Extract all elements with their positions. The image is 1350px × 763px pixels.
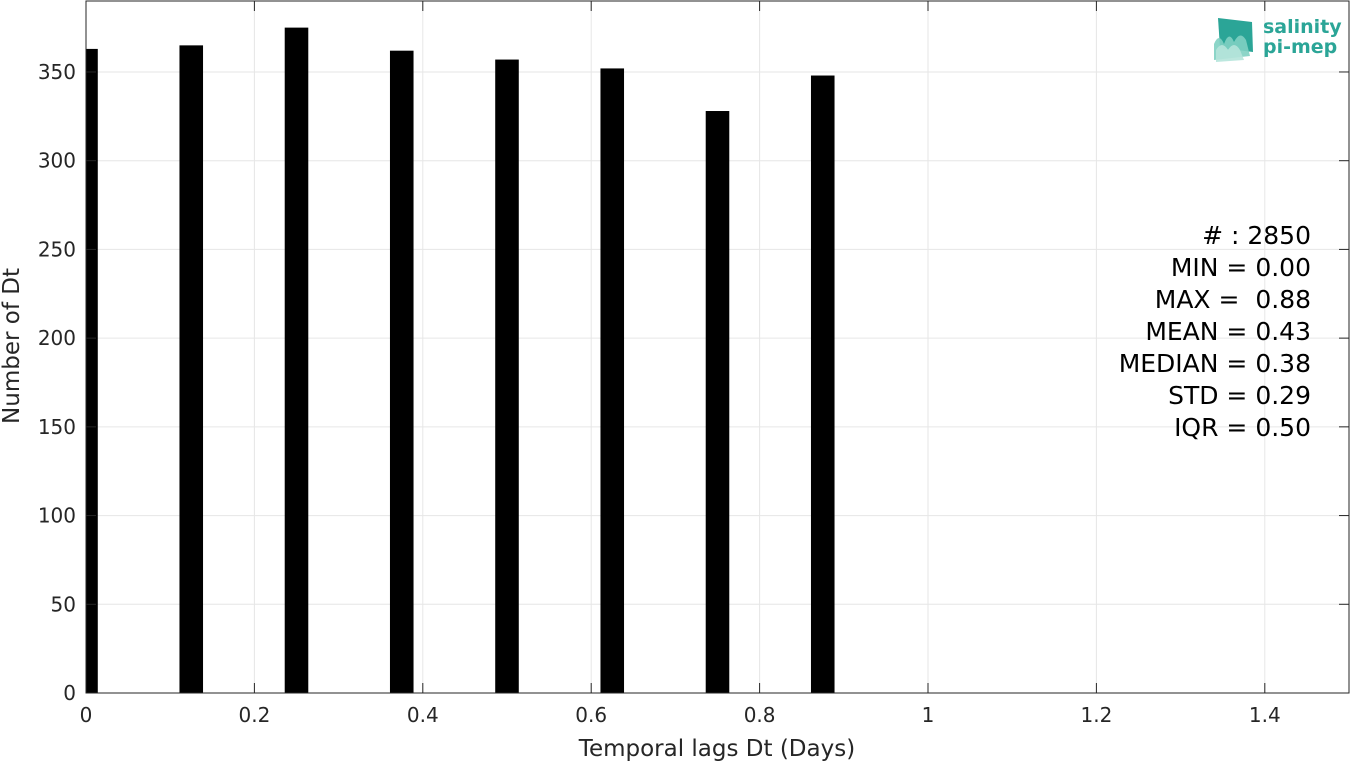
- y-tick-labels: 0 50 100 150 200 250 300 350: [38, 60, 76, 705]
- x-tick-label: 0.6: [575, 703, 607, 727]
- y-tick-label: 200: [38, 326, 76, 350]
- logo-text-salinity: salinity: [1263, 16, 1342, 38]
- x-tick-label: 0: [80, 703, 93, 727]
- y-tick-label: 0: [63, 681, 76, 705]
- stats-line: # : 2850: [1202, 221, 1311, 250]
- x-tick-label: 0.2: [238, 703, 270, 727]
- y-axis-title: Number of Dt: [0, 268, 25, 424]
- statistics-annotation: # : 2850 MIN = 0.00 MAX = 0.88 MEAN = 0.43 M…: [1119, 221, 1311, 442]
- y-tick-label: 350: [38, 60, 76, 84]
- x-tick-labels: 0 0.2 0.4 0.6 0.8 1 1.2 1.4: [80, 703, 1281, 727]
- histogram-bar: [600, 68, 625, 693]
- logo-text-pi-mep: pi-mep: [1263, 36, 1337, 58]
- stats-line: IQR = 0.50: [1174, 413, 1311, 442]
- histogram-bar: [179, 45, 204, 694]
- histogram-bar: [810, 75, 835, 694]
- stats-line: STD = 0.29: [1168, 381, 1311, 410]
- x-axis-title: Temporal lags Dt (Days): [578, 736, 855, 762]
- stats-line: MEAN = 0.43: [1145, 317, 1311, 346]
- y-tick-label: 250: [38, 237, 76, 261]
- x-tick-label: 0.8: [744, 703, 776, 727]
- plot-frame: [85, 0, 1350, 694]
- bars: [86, 27, 835, 694]
- histogram-bar: [284, 27, 309, 694]
- x-tick-label: 0.4: [407, 703, 439, 727]
- y-tick-label: 150: [38, 415, 76, 439]
- salinity-pi-mep-logo: salinity pi-mep: [1214, 16, 1342, 62]
- stats-line: MIN = 0.00: [1171, 253, 1311, 282]
- x-tick-label: 1.4: [1249, 703, 1281, 727]
- axis-ticks: [85, 1, 1349, 694]
- y-tick-label: 300: [38, 149, 76, 173]
- y-tick-label: 50: [51, 592, 76, 616]
- stats-line: MEDIAN = 0.38: [1119, 349, 1311, 378]
- y-tick-label: 100: [38, 504, 76, 528]
- stats-line: MAX = 0.88: [1155, 285, 1311, 314]
- histogram-bar: [705, 111, 730, 693]
- logo-wave-icon: [1214, 18, 1253, 62]
- histogram-bar: [495, 59, 519, 694]
- histogram-bar: [86, 48, 98, 693]
- histogram-bar: [389, 50, 414, 693]
- x-tick-label: 1.2: [1080, 703, 1112, 727]
- x-tick-label: 1: [922, 703, 935, 727]
